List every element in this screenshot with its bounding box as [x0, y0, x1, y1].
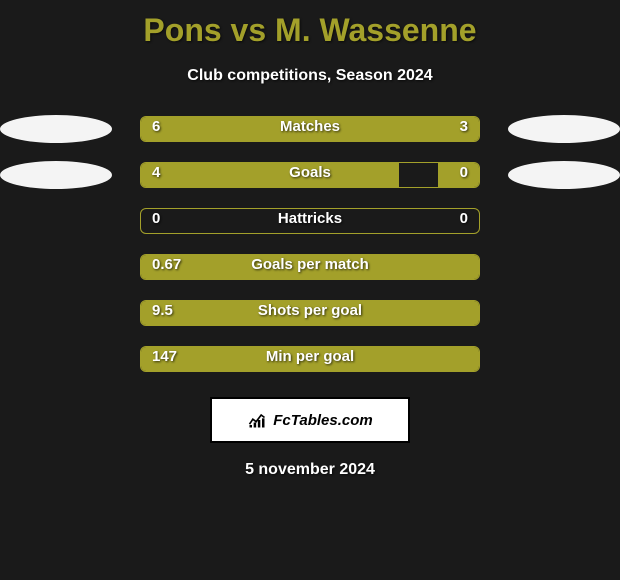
- player-avatar-left: [0, 115, 112, 143]
- subtitle: Club competitions, Season 2024: [0, 67, 620, 85]
- stat-label: Goals: [140, 164, 480, 181]
- comparison-chart: 6Matches34Goals00Hattricks00.67Goals per…: [0, 115, 620, 391]
- stat-row: 0.67Goals per match: [0, 253, 620, 299]
- stat-label: Hattricks: [140, 210, 480, 227]
- chart-icon: [247, 410, 267, 430]
- stat-row: 6Matches3: [0, 115, 620, 161]
- stat-value-right: 0: [460, 210, 468, 227]
- stat-row: 4Goals0: [0, 161, 620, 207]
- stat-row: 147Min per goal: [0, 345, 620, 391]
- stat-row: 0Hattricks0: [0, 207, 620, 253]
- footer-date: 5 november 2024: [0, 461, 620, 479]
- player-avatar-right: [508, 115, 620, 143]
- page-title: Pons vs M. Wassenne: [0, 0, 620, 49]
- stat-row: 9.5Shots per goal: [0, 299, 620, 345]
- stat-label: Shots per goal: [140, 302, 480, 319]
- stat-value-right: 0: [460, 164, 468, 181]
- stat-label: Min per goal: [140, 348, 480, 365]
- stat-label: Matches: [140, 118, 480, 135]
- player-avatar-left: [0, 161, 112, 189]
- stat-label: Goals per match: [140, 256, 480, 273]
- source-badge[interactable]: FcTables.com: [210, 397, 410, 443]
- player-avatar-right: [508, 161, 620, 189]
- stat-value-right: 3: [460, 118, 468, 135]
- badge-text: FcTables.com: [273, 412, 372, 429]
